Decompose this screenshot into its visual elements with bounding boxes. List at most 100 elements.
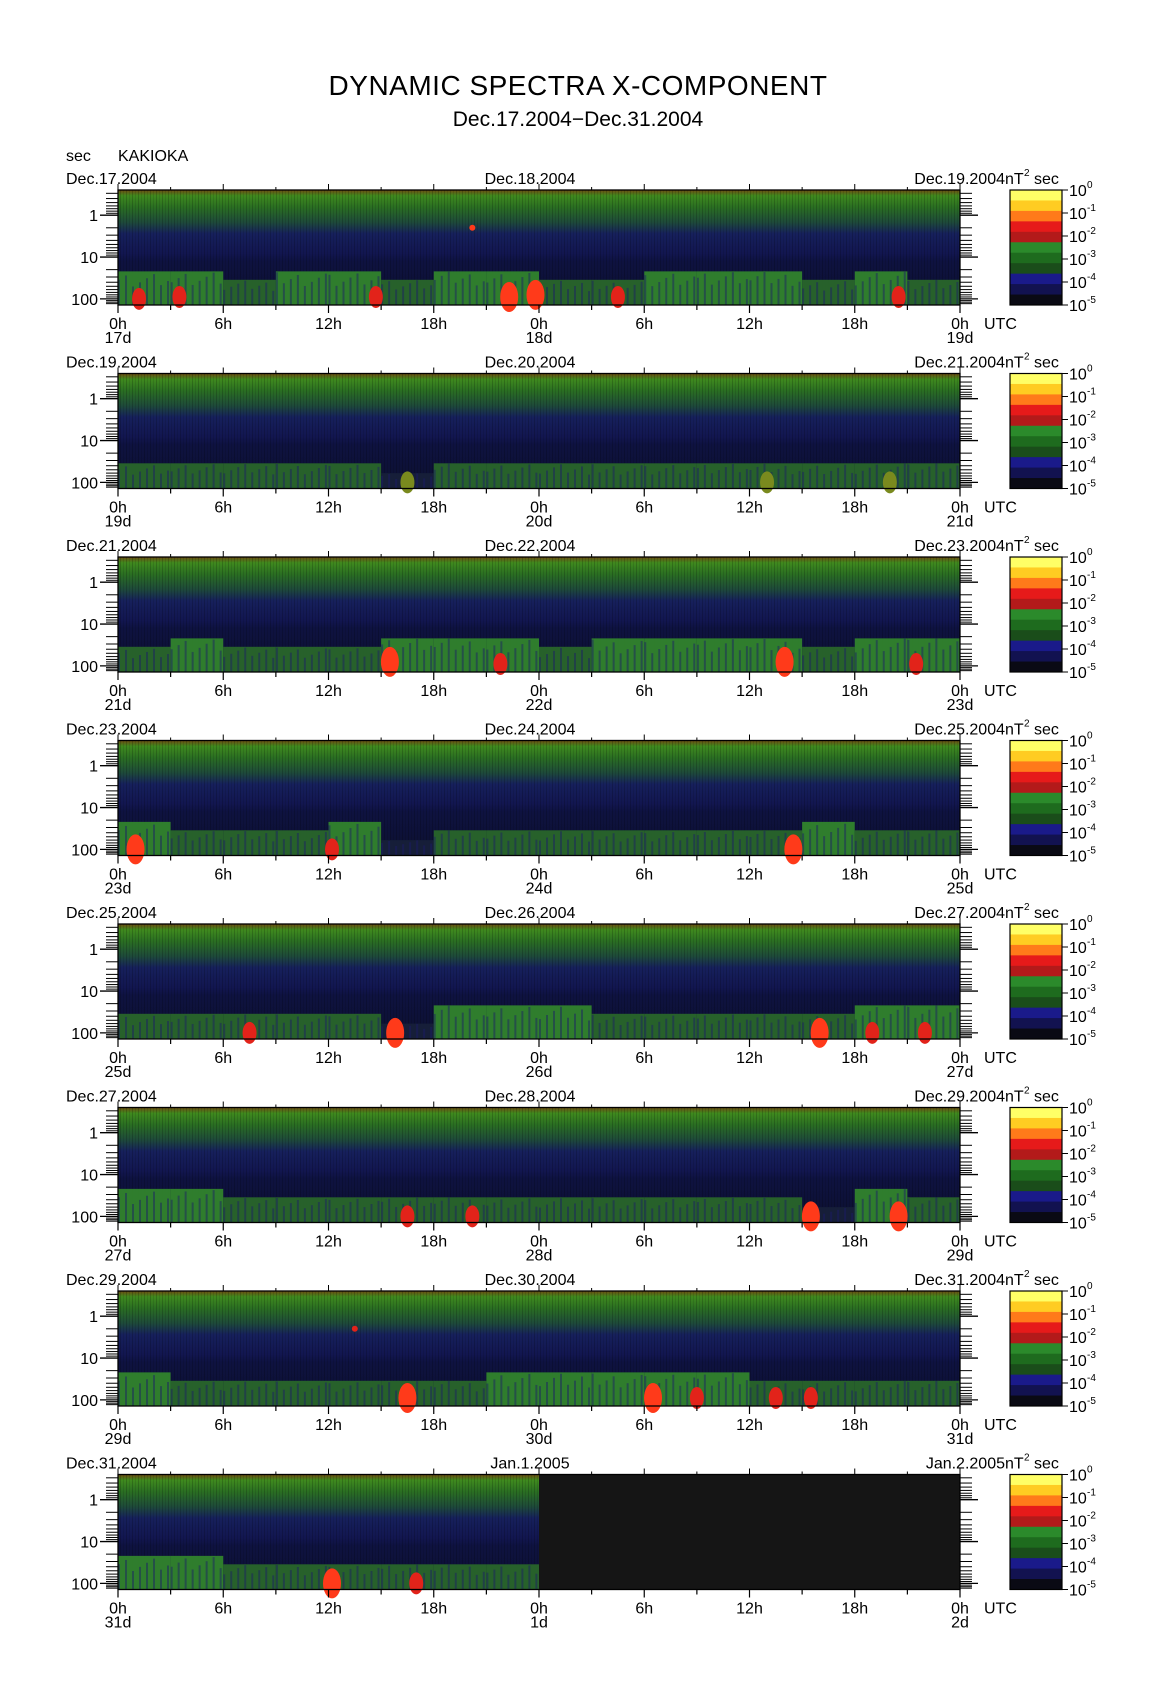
activity-striation <box>560 1198 562 1223</box>
activity-striation <box>146 1379 148 1406</box>
colorbar-swatch <box>1010 782 1062 794</box>
activity-striation <box>118 279 120 305</box>
burst-mark <box>351 1325 358 1332</box>
panel-7: Dec.29.2004 Dec.30.2004 Dec.31.2004 nT 2 sec 1… <box>66 1269 1096 1448</box>
day-label-left: 19d <box>105 514 132 531</box>
activity-striation <box>605 836 608 856</box>
activity-striation <box>198 1387 201 1406</box>
activity-striation <box>388 1565 391 1590</box>
colorbar-swatch <box>1010 200 1062 212</box>
activity-striation <box>830 832 833 856</box>
activity-band <box>644 271 697 305</box>
activity-striation <box>928 1009 931 1039</box>
activity-striation <box>763 1014 766 1039</box>
activity-striation <box>717 647 720 672</box>
activity-band <box>907 1197 960 1223</box>
y-tick-label: 1 <box>89 942 98 959</box>
activity-striation <box>756 833 759 856</box>
activity-striation <box>461 468 464 489</box>
activity-band <box>591 1372 645 1406</box>
activity-striation <box>560 1373 562 1406</box>
activity-striation <box>160 285 162 305</box>
activity-striation <box>454 1389 457 1406</box>
activity-striation <box>212 1557 215 1590</box>
burst-mark <box>465 1205 480 1228</box>
activity-striation <box>170 649 173 672</box>
activity-striation <box>317 651 320 672</box>
colorbar-unit-exponent: 2 <box>1024 719 1030 730</box>
colorbar-unit-exponent: 2 <box>1024 1086 1030 1097</box>
day-label-left: 27d <box>105 1248 132 1265</box>
activity-striation <box>377 1017 380 1039</box>
activity-striation <box>132 1571 134 1590</box>
activity-striation <box>553 1010 555 1039</box>
activity-striation <box>370 653 373 672</box>
activity-striation <box>854 285 857 305</box>
activity-striation <box>296 274 299 305</box>
activity-striation <box>956 281 959 305</box>
activity-striation <box>693 1017 696 1039</box>
colorbar-level-exponent: -2 <box>1087 410 1096 421</box>
activity-striation <box>574 1203 576 1223</box>
activity-striation <box>914 1390 917 1406</box>
burst-mark <box>689 1386 704 1409</box>
colorbar-swatch <box>1010 1180 1062 1192</box>
activity-striation <box>447 271 450 305</box>
colorbar-swatch <box>1010 1191 1062 1203</box>
activity-striation <box>710 284 713 305</box>
activity-striation <box>949 645 952 672</box>
x-tick-label: 6h <box>635 500 653 517</box>
colorbar-swatch <box>1010 630 1062 642</box>
activity-striation <box>914 472 917 489</box>
colorbar-swatch <box>1010 1558 1062 1570</box>
activity-striation <box>777 1202 780 1223</box>
day-label-right: 2d <box>951 1615 969 1632</box>
activity-striation <box>644 466 647 489</box>
colorbar-swatch <box>1010 997 1062 1009</box>
x-tick-label: 12h <box>315 1601 342 1618</box>
colorbar-level-exponent: -1 <box>1087 387 1096 398</box>
activity-striation <box>363 1390 366 1406</box>
activity-striation <box>809 285 812 305</box>
activity-striation <box>335 1024 338 1039</box>
activity-striation <box>823 836 826 856</box>
activity-striation <box>317 468 320 489</box>
colorbar-unit-exponent: 2 <box>1024 352 1030 363</box>
activity-striation <box>507 652 510 672</box>
activity-band <box>696 830 750 856</box>
activity-striation <box>875 464 878 489</box>
activity-striation <box>665 644 668 672</box>
activity-striation <box>591 831 594 856</box>
activity-striation <box>388 473 391 489</box>
x-tick-label: 0h <box>951 500 969 517</box>
activity-striation <box>935 279 938 305</box>
activity-striation <box>791 285 794 305</box>
colorbar-swatch <box>1010 436 1062 448</box>
activity-striation <box>244 464 247 489</box>
activity-band <box>696 271 750 305</box>
activity-striation <box>777 278 780 305</box>
activity-band <box>749 638 803 672</box>
activity-striation <box>447 1381 450 1406</box>
activity-striation <box>626 1205 629 1223</box>
activity-striation <box>461 278 464 305</box>
activity-striation <box>237 1568 240 1590</box>
activity-striation <box>507 1207 510 1223</box>
activity-striation <box>223 840 226 856</box>
activity-striation <box>896 833 899 856</box>
activity-striation <box>914 1206 917 1223</box>
x-axis-unit: UTC <box>984 1234 1017 1251</box>
activity-striation <box>282 283 285 305</box>
activity-striation <box>395 289 398 305</box>
activity-striation <box>475 840 478 856</box>
colorbar-level-exponent: -2 <box>1087 1327 1096 1338</box>
activity-band <box>749 1013 803 1039</box>
burst-mark <box>132 287 147 310</box>
activity-striation <box>324 831 327 856</box>
activity-striation <box>868 644 871 672</box>
activity-striation <box>493 1202 496 1223</box>
activity-striation <box>598 650 601 672</box>
colorbar-level-base: 10 <box>1069 1399 1087 1416</box>
activity-striation <box>809 829 812 856</box>
activity-band <box>907 1380 960 1406</box>
